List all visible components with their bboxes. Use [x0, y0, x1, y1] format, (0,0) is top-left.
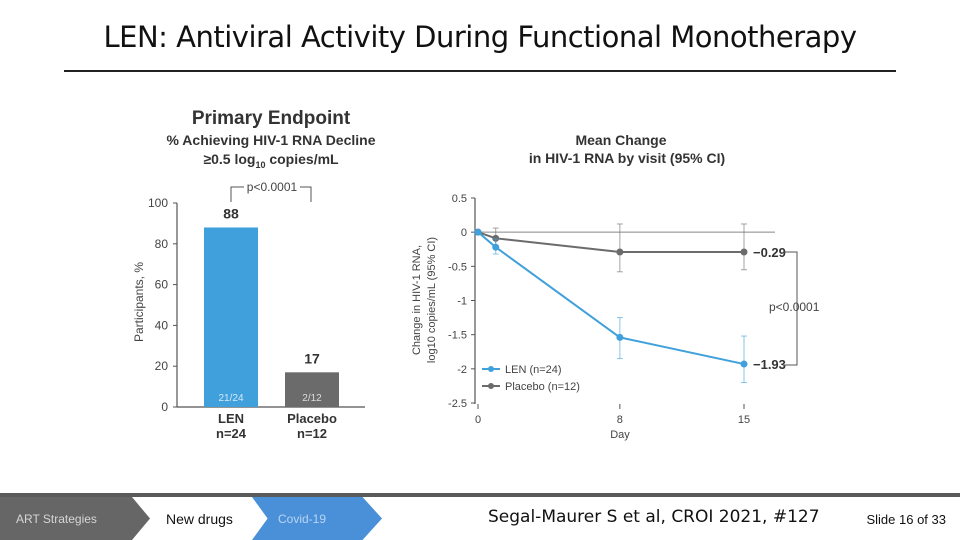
bar-chart: Primary Endpoint % Achieving HIV-1 RNA D… [132, 108, 376, 441]
data-point [740, 360, 748, 368]
nav-item-label: ART Strategies [16, 511, 97, 526]
bar-y-axis-label: Participants, % [132, 262, 146, 342]
bar-len [204, 227, 258, 407]
charts-panel: Primary Endpoint % Achieving HIV-1 RNA D… [132, 108, 820, 441]
series-layer: −0.29 −1.93 [474, 223, 786, 383]
slide-number: Slide 16 of 33 [866, 512, 946, 527]
line-x-tick-label: 15 [738, 414, 750, 426]
data-point [616, 333, 624, 341]
line-y-tick-label: -1 [457, 296, 467, 308]
line-chart: Mean Change in HIV-1 RNA by visit (95% C… [411, 132, 820, 441]
data-point [740, 248, 748, 256]
bar-pvalue-label: p<0.0001 [247, 180, 298, 194]
bar-y-tick-label: 20 [155, 359, 169, 373]
legend-marker [488, 366, 494, 372]
title-divider [64, 70, 896, 72]
bar-chart-subtitle-2: ≥0.5 log10 copies/mL [203, 151, 339, 170]
nav-item-label: New drugs [166, 510, 233, 527]
line-pvalue-bracket [783, 251, 798, 366]
bar-fraction-label: 2/12 [302, 393, 322, 404]
line-chart-title-2: in HIV-1 RNA by visit (95% CI) [529, 150, 725, 166]
bar-value-label: 88 [223, 205, 239, 221]
slide-title: LEN: Antiviral Activity During Functiona… [103, 20, 857, 54]
bar-category-n-label: n=24 [216, 426, 247, 441]
nav-item-new-drugs[interactable]: New drugs [150, 497, 270, 540]
bar-y-tick-label: 60 [155, 278, 169, 292]
legend-label: Placebo (n=12) [505, 381, 580, 393]
line-pvalue-label: p<0.0001 [769, 300, 820, 314]
bar-category-label: LEN [218, 411, 244, 426]
bar-placebo [285, 372, 339, 407]
bar-y-tick-label: 40 [155, 318, 169, 332]
series-end-label: −0.29 [753, 245, 786, 260]
legend-label: LEN (n=24) [505, 364, 562, 376]
bar-category-n-label: n=12 [297, 426, 327, 441]
line-y-tick-label: -2 [457, 364, 467, 376]
data-point [616, 248, 624, 256]
nav-item-label: Covid-19 [278, 511, 327, 526]
bar-y-tick-label: 0 [161, 400, 168, 414]
data-point [474, 228, 482, 236]
line-y-tick-label: -0.5 [448, 261, 467, 273]
citation: Segal-Maurer S et al, CROI 2021, #127 [488, 507, 820, 527]
bar-chart-subtitle-1: % Achieving HIV-1 RNA Decline [166, 132, 375, 148]
line-y-ticks: 0.5 0 -0.5 -1 -1.5 -2 -2.5 [448, 193, 475, 410]
data-point [492, 243, 500, 251]
series-line [477, 231, 744, 253]
line-chart-title-1: Mean Change [575, 132, 666, 148]
nav-item-covid-19[interactable]: Covid-19 [252, 497, 382, 540]
line-x-tick-label: 0 [475, 414, 481, 426]
line-x-axis-label: Day [610, 429, 630, 441]
bar-value-label: 17 [304, 350, 320, 366]
line-y-tick-label: -1.5 [448, 330, 467, 342]
series-len: −1.93 [474, 228, 786, 383]
data-point [492, 234, 500, 242]
line-legend: LEN (n=24) Placebo (n=12) [482, 364, 580, 393]
line-y-axis-label-2: log10 copies/mL (95% CI) [426, 237, 438, 363]
series-line [477, 231, 745, 366]
footer-bar [0, 493, 960, 497]
bar-category-label: Placebo [287, 411, 337, 426]
line-y-axis-label-1: Change in HIV-1 RNA, [411, 245, 423, 355]
bar-y-ticks: 0 20 40 60 80 100 [148, 196, 177, 414]
bar-y-tick-label: 80 [155, 237, 169, 251]
series-placebo: −0.29 [474, 223, 786, 273]
bar-fraction-label: 21/24 [218, 393, 243, 404]
nav-item-art-strategies[interactable]: ART Strategies [0, 497, 150, 540]
legend-marker [488, 383, 494, 389]
line-y-tick-label: -2.5 [448, 398, 467, 410]
line-y-tick-label: 0.5 [452, 193, 467, 205]
series-end-label: −1.93 [753, 357, 786, 372]
line-x-tick-label: 8 [617, 414, 623, 426]
line-x-ticks: 0 8 15 [475, 404, 750, 426]
bar-chart-title: Primary Endpoint [192, 108, 351, 129]
bar-pvalue-bg [244, 179, 300, 193]
line-y-tick-label: 0 [461, 227, 467, 239]
bar-y-tick-label: 100 [148, 196, 168, 210]
